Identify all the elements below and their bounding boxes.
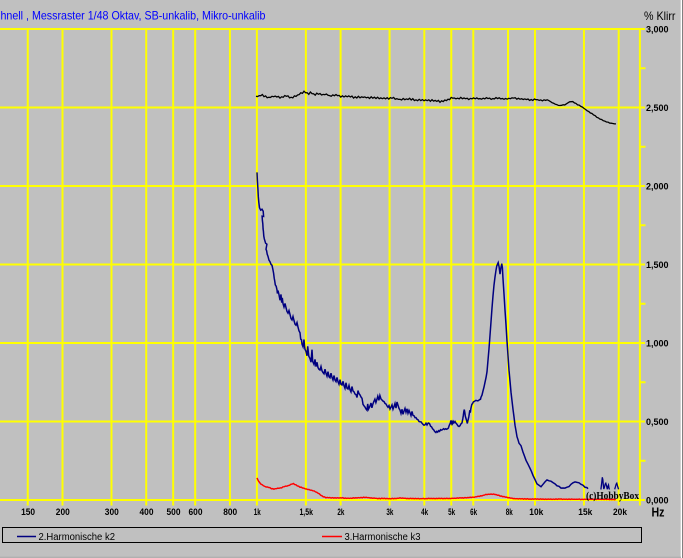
svg-text:150: 150	[21, 507, 35, 517]
svg-text:1,5k: 1,5k	[299, 507, 313, 517]
svg-text:3k: 3k	[386, 507, 394, 517]
svg-text:6k: 6k	[470, 507, 478, 517]
svg-text:800: 800	[223, 507, 237, 517]
svg-text:3,000: 3,000	[646, 24, 669, 34]
svg-text:3.Harmonische k3: 3.Harmonische k3	[345, 532, 421, 543]
svg-text:hnell , Messraster 1/48 Oktav,: hnell , Messraster 1/48 Oktav, SB-unkali…	[1, 9, 266, 23]
svg-text:1,500: 1,500	[646, 260, 669, 270]
svg-text:4k: 4k	[421, 507, 429, 517]
svg-text:2,500: 2,500	[646, 103, 669, 113]
svg-text:2.Harmonische k2: 2.Harmonische k2	[39, 532, 116, 543]
svg-text:0,500: 0,500	[646, 417, 669, 427]
svg-text:8k: 8k	[506, 507, 514, 517]
svg-text:1k: 1k	[254, 507, 262, 517]
svg-text:Hz: Hz	[652, 505, 665, 520]
svg-text:1,000: 1,000	[646, 338, 669, 348]
svg-text:(c)HobbyBox: (c)HobbyBox	[586, 490, 639, 502]
svg-text:500: 500	[167, 507, 181, 517]
svg-text:2,000: 2,000	[646, 181, 669, 191]
svg-text:300: 300	[105, 507, 119, 517]
svg-text:% Klirr: % Klirr	[644, 9, 676, 23]
svg-text:600: 600	[189, 507, 203, 517]
svg-text:20k: 20k	[613, 507, 628, 517]
svg-text:400: 400	[140, 507, 154, 517]
svg-text:10k: 10k	[529, 507, 544, 517]
svg-text:5k: 5k	[448, 507, 456, 517]
svg-text:0,000: 0,000	[646, 495, 669, 505]
svg-text:2k: 2k	[337, 507, 345, 517]
svg-text:15k: 15k	[578, 507, 593, 517]
svg-text:200: 200	[56, 507, 70, 517]
